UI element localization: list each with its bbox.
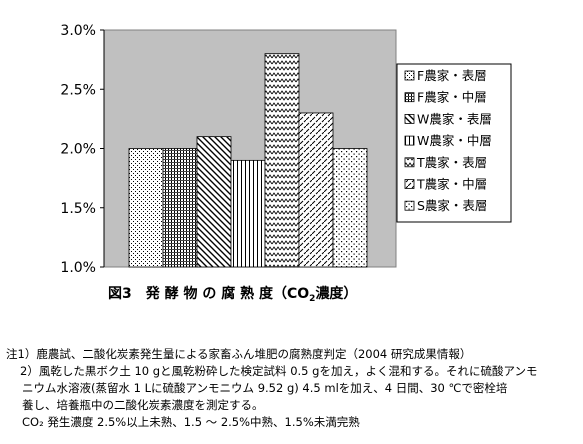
chart-title-subscript: 2 — [309, 294, 315, 304]
legend-box — [396, 63, 512, 223]
chart-title-tail: 濃度） — [315, 285, 357, 302]
co2-concentration-chart: 1.0% 1.5% 2.0% 2.5% 3.0% F農家・表層 F農家・中層 W農家・表層 W… — [60, 23, 512, 304]
note-line: ニウム水溶液(蒸留水 1 Lに硫酸アンモニウム 9.52 g) 4.5 mlを加… — [22, 381, 508, 395]
bar-1 — [128, 148, 164, 268]
bar-6 — [298, 112, 334, 268]
bar-2 — [162, 148, 198, 268]
legend-swatch — [404, 200, 415, 211]
legend-swatch — [404, 114, 415, 124]
note-line: CO₂ 発生濃度 2.5%以上未熟、1.5 ～ 2.5%中熟、1.5%未満完熟 — [22, 415, 360, 429]
chart-title: 図3 発 酵 物 の 腐 熟 度（CO2濃度） — [108, 285, 357, 304]
note-line: 注1）鹿農試、二酸化炭素発生量による家畜ふん堆肥の腐熟度判定（2004 研究成果… — [6, 347, 472, 361]
legend-swatch — [404, 70, 415, 81]
y-tick-label: 1.0% — [60, 260, 96, 276]
legend-label: T農家・表層 — [416, 155, 487, 170]
note-line: 養し、培養瓶中の二酸化炭素濃度を測定する。 — [22, 398, 264, 412]
y-tick-label: 3.0% — [60, 23, 96, 39]
bar-7 — [332, 148, 368, 268]
bar-5 — [264, 53, 300, 268]
legend-label: F農家・中層 — [417, 90, 487, 105]
legend-label: F農家・表層 — [417, 68, 487, 83]
legend-label: W農家・表層 — [417, 111, 492, 126]
note-line: 2）風乾した黒ボク土 10 gと風乾粉砕した検定試料 0.5 gを加え，よく混和… — [20, 364, 538, 378]
legend-swatch — [404, 92, 415, 103]
legend-swatch — [404, 135, 415, 146]
legend-label: S農家・表層 — [417, 198, 487, 213]
legend-label: W農家・中層 — [417, 133, 492, 148]
y-tick-label: 1.5% — [60, 201, 96, 217]
legend-label: T農家・中層 — [416, 177, 487, 192]
notes: 注1）鹿農試、二酸化炭素発生量による家畜ふん堆肥の腐熟度判定（2004 研究成果… — [6, 346, 581, 431]
y-tick-label: 2.0% — [60, 142, 96, 158]
chart-title-main: 図3 発 酵 物 の 腐 熟 度（CO — [108, 285, 309, 302]
legend-swatch — [404, 157, 415, 168]
legend-swatch — [404, 179, 415, 189]
y-tick-label: 2.5% — [60, 82, 96, 98]
bar-3 — [196, 136, 232, 268]
bar-4 — [230, 159, 266, 268]
